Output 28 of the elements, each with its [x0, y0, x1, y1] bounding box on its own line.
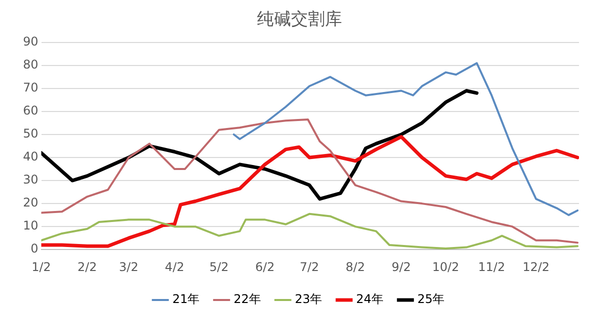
legend-label: 22年 [234, 292, 261, 306]
legend-label: 21年 [172, 292, 200, 306]
y-tick-label: 60 [22, 104, 38, 118]
y-tick-label: 50 [22, 126, 38, 141]
x-tick-label: 11/2 [478, 260, 506, 274]
y-tick-label: 80 [22, 58, 38, 72]
legend-label: 24年 [356, 292, 384, 306]
x-tick-label: 5/2 [209, 260, 229, 274]
x-tick-label: 8/2 [346, 260, 365, 274]
legend-label: 23年 [294, 292, 322, 306]
chart-title: 纯碱交割库 [257, 10, 342, 30]
x-tick-label: 10/2 [432, 260, 460, 274]
y-tick-label: 20 [22, 196, 38, 210]
x-tick-label: 9/2 [392, 260, 411, 274]
y-tick-label: 30 [22, 172, 38, 187]
x-tick-label: 3/2 [119, 260, 138, 274]
y-tick-label: 70 [22, 80, 38, 95]
x-tick-label: 2/2 [78, 260, 97, 274]
legend-label: 25年 [417, 292, 445, 306]
x-tick-label: 7/2 [300, 260, 320, 274]
x-tick-label: 6/2 [255, 260, 275, 274]
y-tick-label: 40 [22, 150, 38, 164]
y-tick-label: 0 [30, 242, 38, 256]
y-tick-label: 10 [22, 218, 38, 233]
x-tick-label: 4/2 [164, 260, 184, 274]
x-tick-label: 1/2 [32, 260, 51, 274]
x-tick-label: 12/2 [522, 260, 550, 274]
y-tick-label: 90 [22, 34, 38, 49]
